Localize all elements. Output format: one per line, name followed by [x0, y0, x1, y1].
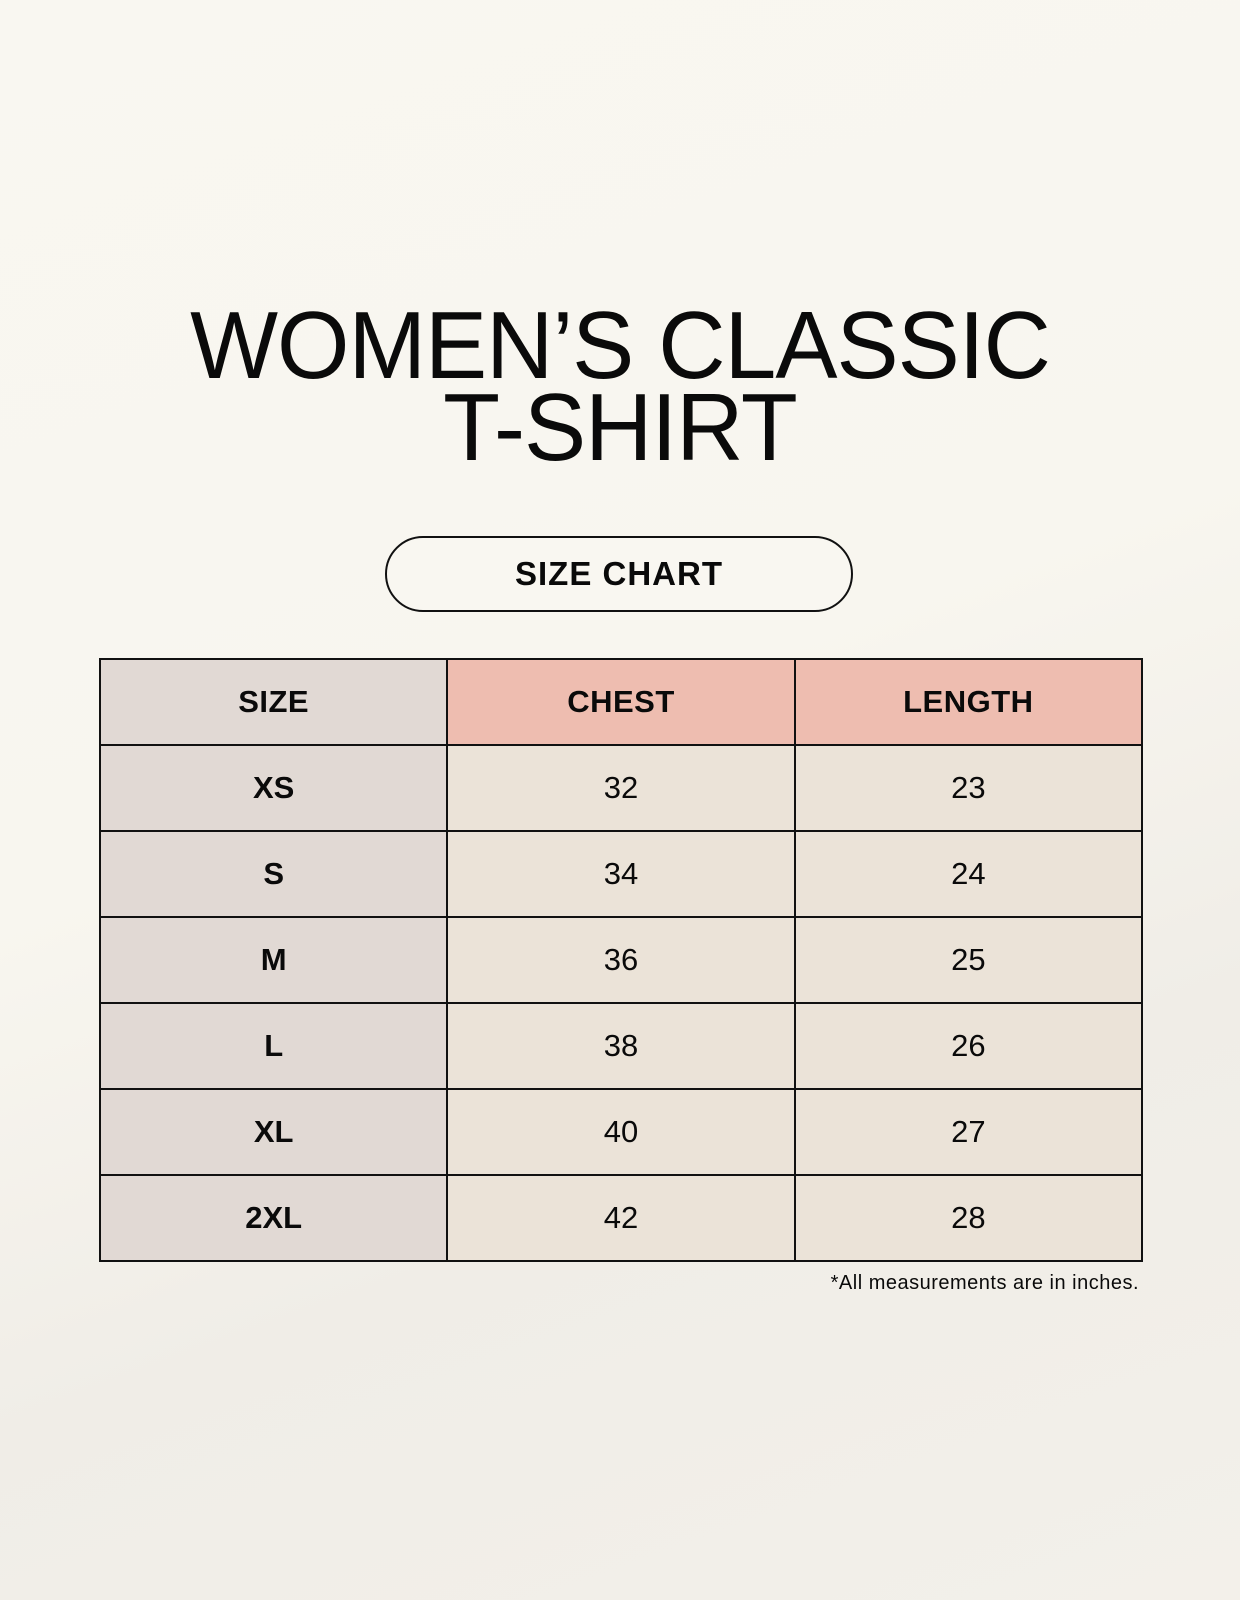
title-line-2: T-SHIRT [443, 374, 798, 481]
cell-chest: 34 [446, 830, 796, 918]
cell-size: XL [98, 1088, 449, 1176]
header-length: LENGTH [793, 658, 1144, 746]
table-row: 2XL 42 28 [98, 1174, 1144, 1262]
table-row: XS 32 23 [98, 744, 1144, 832]
footnote: *All measurements are in inches. [830, 1272, 1139, 1294]
cell-length: 25 [793, 916, 1144, 1004]
table-row: L 38 26 [98, 1002, 1144, 1090]
table-header-row: SIZE CHEST LENGTH [98, 658, 1144, 746]
cell-size: M [98, 916, 449, 1004]
header-size: SIZE [98, 658, 449, 746]
cell-chest: 42 [446, 1174, 796, 1262]
cell-size: 2XL [98, 1174, 449, 1262]
table-row: XL 40 27 [98, 1088, 1144, 1176]
cell-chest: 40 [446, 1088, 796, 1176]
cell-chest: 32 [446, 744, 796, 832]
table-row: M 36 25 [98, 916, 1144, 1004]
cell-chest: 36 [446, 916, 796, 1004]
cell-size: L [98, 1002, 449, 1090]
page-title: WOMEN’S CLASSIC T-SHIRT [19, 292, 1222, 481]
header-chest: CHEST [446, 658, 796, 746]
size-chart-badge: SIZE CHART [385, 536, 853, 612]
cell-length: 24 [793, 830, 1144, 918]
cell-length: 28 [793, 1174, 1144, 1262]
cell-chest: 38 [446, 1002, 796, 1090]
size-table: SIZE CHEST LENGTH XS 32 23 S 34 24 M 36 25 L 38 26 X… [98, 658, 1144, 1262]
cell-size: XS [98, 744, 449, 832]
cell-length: 27 [793, 1088, 1144, 1176]
cell-length: 26 [793, 1002, 1144, 1090]
cell-length: 23 [793, 744, 1144, 832]
cell-size: S [98, 830, 449, 918]
title-line-1: WOMEN’S CLASSIC [190, 292, 1051, 399]
table-row: S 34 24 [98, 830, 1144, 918]
